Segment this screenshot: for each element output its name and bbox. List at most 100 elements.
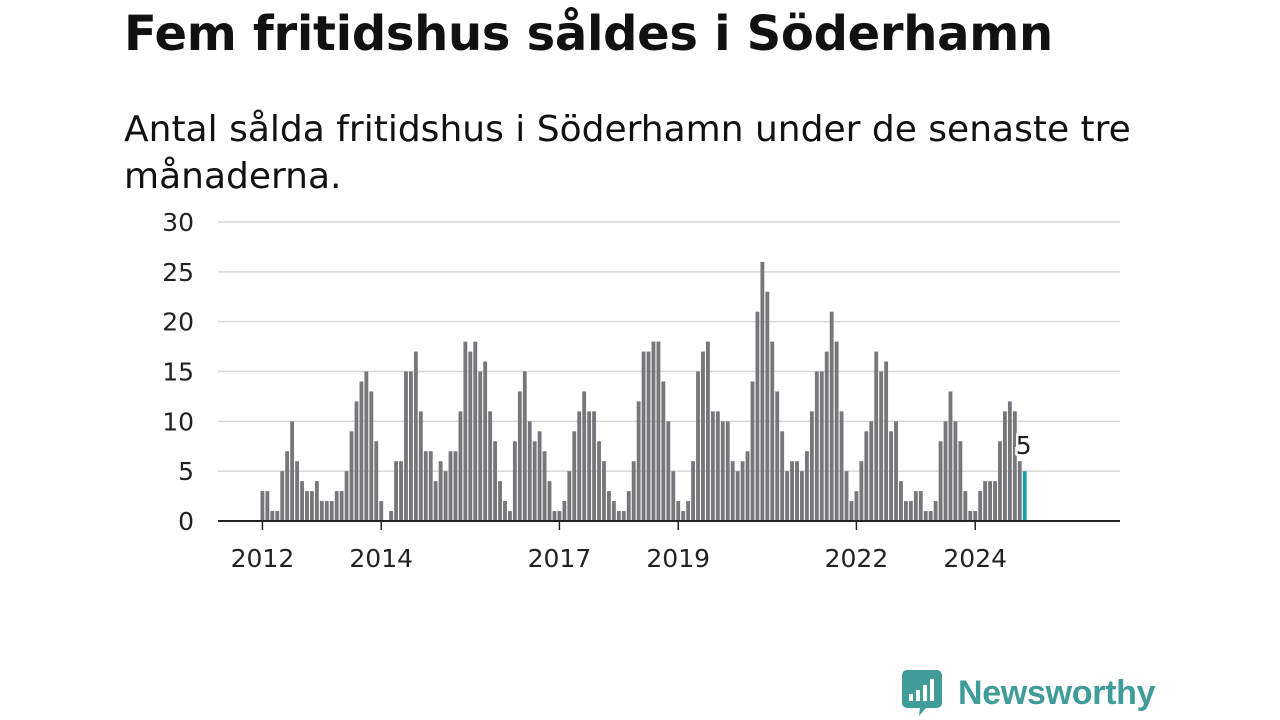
bar (918, 491, 923, 521)
bar (656, 341, 661, 521)
bar (715, 411, 720, 521)
bar (790, 461, 794, 521)
bar (443, 471, 448, 521)
bar (423, 451, 428, 521)
y-tick-label: 0 (178, 507, 194, 536)
data-labels: 5 (1013, 429, 1034, 463)
bar (923, 511, 928, 521)
bar (503, 501, 507, 521)
bar (795, 461, 799, 521)
bar (433, 481, 438, 521)
bar (537, 431, 542, 521)
y-tick-label: 5 (178, 457, 194, 486)
bar (379, 501, 384, 521)
bar (938, 441, 943, 521)
bar (681, 511, 686, 521)
bar (819, 371, 824, 521)
bar (894, 421, 898, 521)
bar (473, 341, 478, 521)
bar (364, 371, 369, 521)
x-tick-label: 2024 (943, 544, 1007, 573)
bar (399, 461, 403, 521)
bar (369, 391, 374, 521)
bar (285, 451, 290, 521)
bar (290, 421, 295, 521)
bar (636, 401, 641, 521)
bar (349, 431, 354, 521)
bar (814, 371, 819, 521)
bars (260, 261, 1027, 521)
bar (1017, 461, 1022, 521)
bar (785, 471, 790, 521)
bar (809, 411, 814, 521)
bar (1007, 401, 1012, 521)
bar (389, 511, 394, 521)
bar (493, 441, 497, 521)
y-tick-label: 20 (162, 308, 194, 337)
bar (508, 511, 512, 521)
bar (339, 491, 344, 521)
bar (765, 291, 770, 521)
bar (527, 421, 532, 521)
bar (418, 411, 423, 521)
bar (854, 491, 859, 521)
bar (983, 481, 988, 521)
bar (993, 481, 997, 521)
bar (300, 481, 304, 521)
bar (988, 481, 992, 521)
bar (334, 491, 339, 521)
bar (641, 351, 646, 521)
bar (849, 501, 854, 521)
bar (394, 461, 398, 521)
bar (562, 501, 567, 521)
bar (310, 491, 314, 521)
brand-name: Newsworthy (958, 673, 1156, 712)
bar (755, 311, 760, 521)
bar (458, 411, 463, 521)
bar (577, 411, 582, 521)
x-tick-label: 2017 (528, 544, 592, 573)
bar (874, 351, 879, 521)
bar (844, 471, 849, 521)
chart-title: Fem fritidshus såldes i Söderhamn (124, 6, 1053, 62)
bar (319, 501, 324, 521)
bar (775, 391, 780, 521)
bar (943, 421, 948, 521)
bar (963, 491, 968, 521)
bar (626, 491, 631, 521)
bar (542, 451, 547, 521)
bar (1012, 411, 1017, 521)
bar (973, 511, 978, 521)
bar (448, 451, 453, 521)
bar (616, 511, 621, 521)
bar (260, 491, 265, 521)
bar (280, 471, 285, 521)
bar (592, 411, 596, 521)
bar (879, 371, 884, 521)
bar (478, 371, 483, 521)
bar (265, 491, 270, 521)
bar (483, 361, 488, 521)
bar (706, 341, 710, 521)
bar (557, 511, 562, 521)
bar (498, 481, 502, 521)
bar (889, 431, 893, 521)
bar (948, 391, 953, 521)
bar (686, 501, 691, 521)
bar (869, 421, 874, 521)
bar (725, 421, 730, 521)
bar (839, 411, 844, 521)
bar (899, 481, 903, 521)
y-tick-label: 25 (162, 258, 194, 287)
y-tick-label: 30 (162, 208, 194, 237)
bar (522, 371, 527, 521)
bar (750, 381, 755, 521)
highlight-value-label: 5 (1016, 431, 1032, 460)
bar (666, 421, 671, 521)
bar (295, 461, 299, 521)
bar (409, 371, 413, 521)
x-tick-label: 2019 (646, 544, 710, 573)
bar (428, 451, 433, 521)
bar (904, 501, 908, 521)
bar (770, 341, 775, 521)
